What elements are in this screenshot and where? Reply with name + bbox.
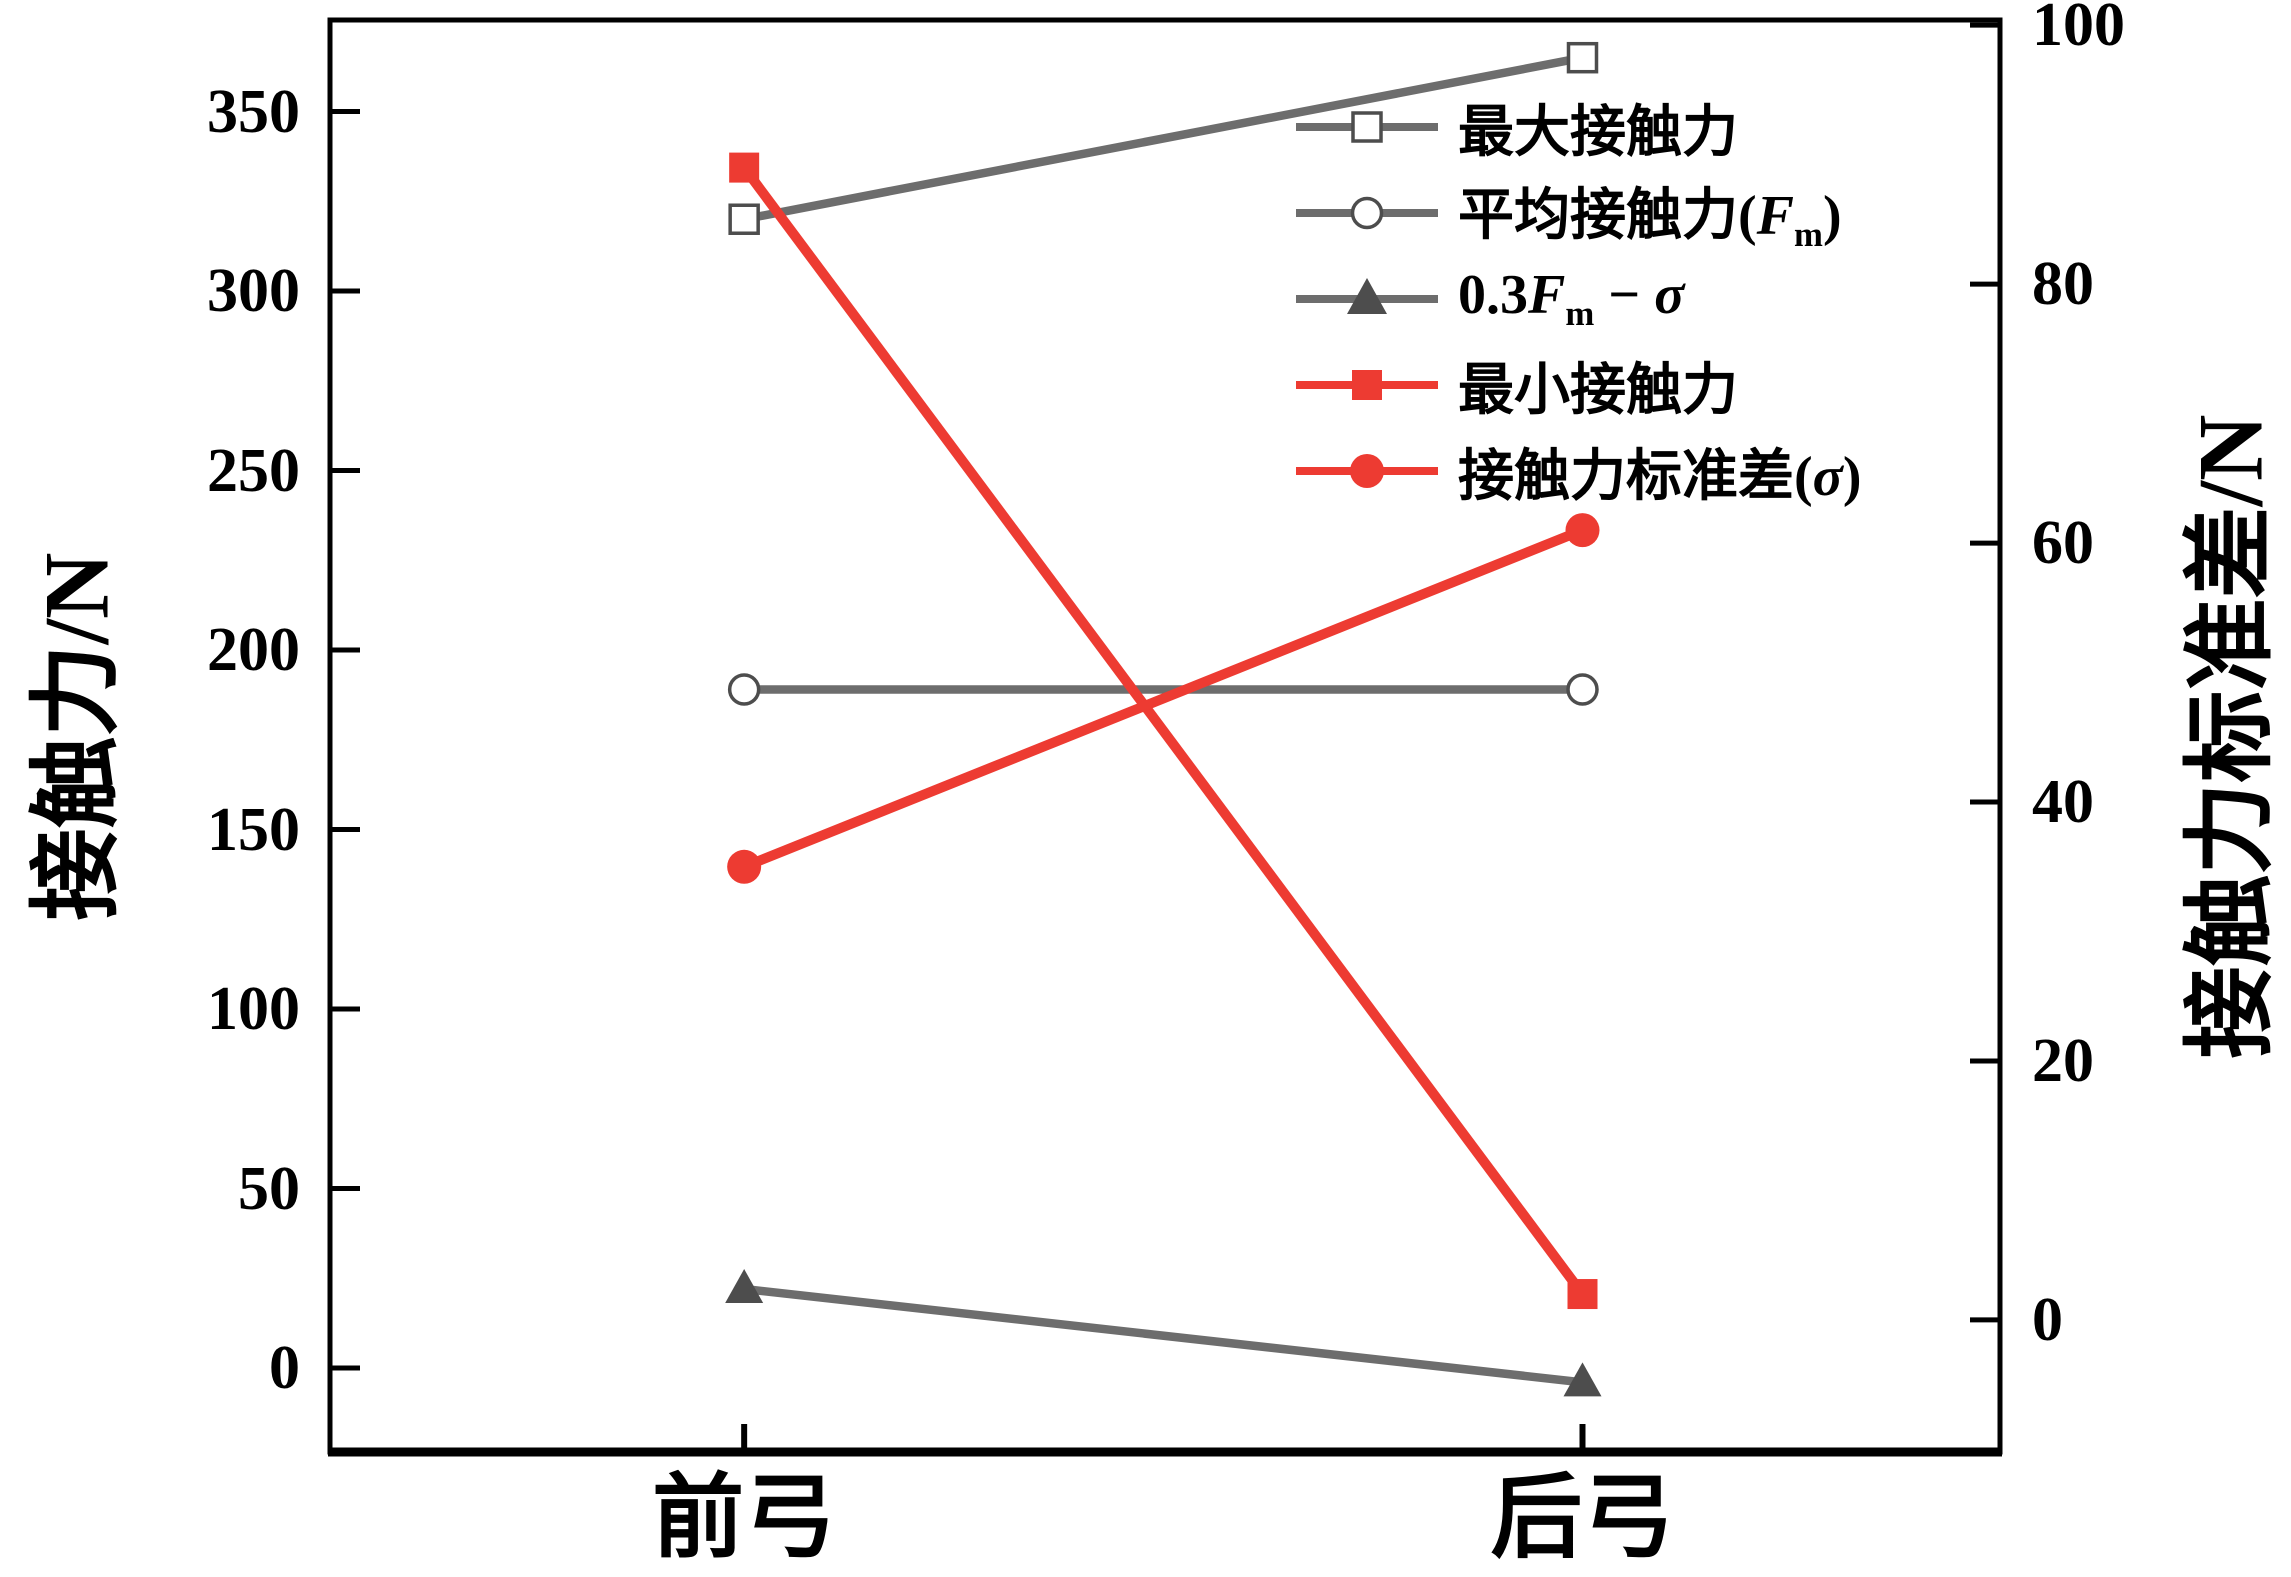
- left-axis-tick-label: 250: [207, 436, 300, 505]
- legend-item: 0.3Fm − σ: [1292, 256, 1862, 342]
- circle-filled-marker: [1350, 454, 1384, 488]
- circle-open-marker: [727, 673, 761, 706]
- legend-label-part: σ: [1812, 445, 1843, 508]
- square-filled-marker: [729, 152, 760, 183]
- legend: 最大接触力 平均接触力(Fm) 0.3Fm − σ 最小接触力 接触力标准差(σ): [1292, 84, 1862, 514]
- legend-item: 最小接触力: [1292, 342, 1862, 428]
- series-line: [743, 53, 1584, 224]
- square-filled-marker: [1352, 370, 1382, 400]
- legend-label: 最大接触力: [1458, 87, 1738, 168]
- legend-label-part: 最大接触力: [1458, 101, 1738, 164]
- legend-item: 平均接触力(Fm): [1292, 170, 1862, 256]
- series-line: [742, 525, 1585, 872]
- y-axis-right-title: 接触力标准差/N: [2162, 20, 2282, 1452]
- legend-item: 最大接触力: [1292, 84, 1862, 170]
- left-axis-tick-label: 350: [207, 77, 300, 146]
- legend-label: 平均接触力(Fm): [1458, 170, 1842, 255]
- legend-label-part: m: [1565, 294, 1595, 334]
- right-axis-tick-label: 100: [2032, 0, 2125, 60]
- legend-label: 最小接触力: [1458, 345, 1738, 426]
- legend-label-part: σ: [1654, 264, 1685, 327]
- square-open-marker: [1351, 111, 1383, 143]
- legend-label-part: −: [1594, 264, 1655, 327]
- legend-marker: [1296, 454, 1438, 488]
- y-axis-left-title-text: 接触力/N: [25, 551, 128, 921]
- legend-label-part: F: [1756, 185, 1795, 248]
- legend-label-part: F: [1528, 264, 1566, 327]
- legend-label-part: 平均接触力(: [1458, 185, 1757, 248]
- circle-filled-marker: [1565, 513, 1600, 548]
- square-open-marker: [1566, 41, 1599, 74]
- legend-label-part: 接触力标准差(: [1458, 445, 1813, 508]
- triangle-filled-marker: [1347, 278, 1387, 314]
- right-axis-tick-label: 20: [2032, 1026, 2094, 1095]
- legend-label: 0.3Fm − σ: [1458, 263, 1684, 334]
- circle-filled-marker: [727, 849, 762, 884]
- legend-marker: [1296, 196, 1438, 230]
- series-line: [740, 164, 1587, 1298]
- circle-open-marker: [1566, 673, 1599, 706]
- legend-marker: [1296, 370, 1438, 400]
- right-axis-tick-label: 60: [2032, 509, 2094, 578]
- circle-open-marker: [1350, 196, 1384, 230]
- legend-label-part: m: [1794, 215, 1823, 255]
- legend-label-part: ): [1842, 445, 1862, 508]
- legend-label: 接触力标准差(σ): [1458, 431, 1862, 512]
- legend-label-part: 0.3: [1458, 264, 1528, 327]
- left-axis-tick-label: 100: [207, 975, 300, 1043]
- left-axis-tick-label: 0: [269, 1333, 300, 1402]
- x-axis-category-label: 前弓: [652, 1467, 837, 1569]
- left-axis-tick-label: 300: [207, 257, 300, 326]
- left-axis-tick-label: 150: [207, 795, 300, 864]
- legend-label-part: ): [1822, 185, 1842, 248]
- left-axis-tick-label: 200: [207, 616, 300, 685]
- legend-label-part: 最小接触力: [1458, 359, 1738, 422]
- x-axis-category-label: 后弓: [1490, 1467, 1675, 1569]
- legend-marker: [1296, 278, 1438, 314]
- triangle-filled-marker: [1563, 1362, 1602, 1397]
- series-line: [743, 1284, 1583, 1387]
- left-axis-tick-label: 50: [238, 1154, 300, 1223]
- right-axis-tick-label: 40: [2032, 768, 2094, 837]
- legend-item: 接触力标准差(σ): [1292, 428, 1862, 514]
- square-open-marker: [728, 203, 760, 235]
- legend-marker: [1296, 111, 1438, 143]
- y-axis-left-title: 接触力/N: [8, 20, 128, 1452]
- triangle-filled-marker: [725, 1269, 764, 1304]
- right-axis-tick-label: 0: [2032, 1285, 2063, 1354]
- square-filled-marker: [1567, 1279, 1598, 1310]
- right-axis-tick-label: 80: [2032, 250, 2094, 319]
